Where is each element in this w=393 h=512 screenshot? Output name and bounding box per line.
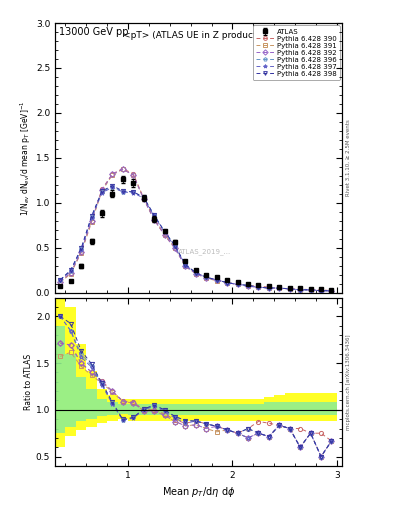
Text: 13000 GeV pp: 13000 GeV pp [59, 27, 129, 37]
Text: <pT> (ATLAS UE in Z production): <pT> (ATLAS UE in Z production) [123, 31, 274, 40]
Text: Z+Jet: Z+Jet [310, 27, 338, 37]
Y-axis label: 1/N$_{ev}$ dN$_{ev}$/d mean p$_T$ [GeV]$^{-1}$: 1/N$_{ev}$ dN$_{ev}$/d mean p$_T$ [GeV]$… [18, 100, 33, 216]
Y-axis label: Ratio to ATLAS: Ratio to ATLAS [24, 354, 33, 410]
Text: ATLAS_2019_...: ATLAS_2019_... [178, 249, 231, 255]
Text: Rivet 3.1.10, ≥ 2.5M events: Rivet 3.1.10, ≥ 2.5M events [346, 119, 351, 196]
Text: mcplots.cern.ch [arXiv:1306.3436]: mcplots.cern.ch [arXiv:1306.3436] [346, 334, 351, 430]
Legend: ATLAS, Pythia 6.428 390, Pythia 6.428 391, Pythia 6.428 392, Pythia 6.428 396, P: ATLAS, Pythia 6.428 390, Pythia 6.428 39… [253, 25, 340, 80]
X-axis label: Mean $p_T$/d$\eta$ d$\phi$: Mean $p_T$/d$\eta$ d$\phi$ [162, 485, 235, 499]
